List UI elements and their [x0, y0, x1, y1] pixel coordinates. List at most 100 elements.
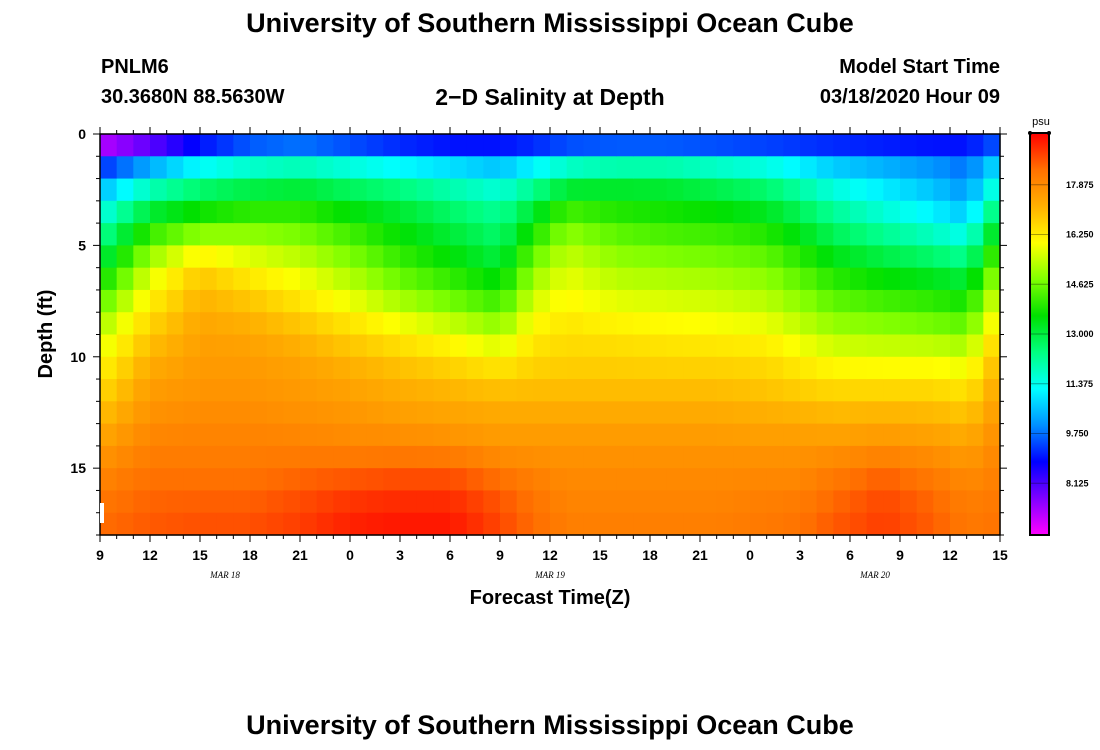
heatmap-cell: [166, 468, 184, 492]
heatmap-cell: [916, 490, 934, 514]
heatmap-cell: [300, 379, 318, 402]
heatmap-cell: [633, 223, 651, 246]
heatmap-cell: [783, 156, 801, 180]
heatmap-cell: [333, 134, 351, 157]
heatmap-cell: [250, 512, 268, 536]
heatmap-cell: [316, 468, 334, 492]
heatmap-cell: [183, 223, 201, 246]
heatmap-cell: [333, 512, 351, 536]
heatmap-cell: [150, 423, 168, 447]
heatmap-cell: [100, 512, 118, 536]
heatmap-cell: [283, 223, 301, 246]
heatmap-cell: [283, 156, 301, 180]
heatmap-cell: [683, 379, 701, 402]
heatmap-cell: [833, 289, 851, 313]
heatmap-cell: [783, 334, 801, 358]
heatmap-cell: [266, 178, 284, 202]
heatmap-cell: [966, 178, 984, 202]
heatmap-cell: [516, 423, 534, 447]
heatmap-cell: [550, 334, 568, 358]
heatmap-cell: [300, 312, 318, 336]
heatmap-cell: [700, 156, 718, 180]
heatmap-cell: [416, 334, 434, 358]
heatmap-cell: [383, 200, 401, 224]
heatmap-cell: [550, 356, 568, 380]
heatmap-cell: [450, 134, 468, 157]
heatmap-cell: [933, 490, 951, 514]
heatmap-cell: [933, 312, 951, 336]
heatmap-cell: [200, 245, 218, 269]
heatmap-cell: [150, 490, 168, 514]
y-tick-label: 5: [78, 237, 86, 253]
heatmap-cell: [766, 267, 784, 291]
heatmap-cell: [166, 401, 184, 425]
heatmap-cell: [233, 445, 251, 469]
date-label: MAR 18: [209, 570, 240, 580]
heatmap-cell: [950, 379, 968, 402]
heatmap-cell: [600, 178, 618, 202]
heatmap-cell: [900, 312, 918, 336]
heatmap-cell: [383, 423, 401, 447]
heatmap-cell: [883, 401, 901, 425]
heatmap-cell: [233, 379, 251, 402]
heatmap-cell: [850, 490, 868, 514]
heatmap-cell: [383, 156, 401, 180]
heatmap-cell: [733, 512, 751, 536]
heatmap-cell: [216, 178, 234, 202]
heatmap-cell: [683, 512, 701, 536]
heatmap-cell: [483, 468, 501, 492]
heatmap-cell: [916, 445, 934, 469]
heatmap-cell: [716, 156, 734, 180]
x-tick-label: 21: [692, 547, 708, 563]
heatmap-cell: [633, 356, 651, 380]
heatmap-cell: [250, 289, 268, 313]
heatmap-cell: [200, 134, 218, 157]
heatmap-cell: [433, 468, 451, 492]
heatmap-cell: [750, 134, 768, 157]
heatmap-cell: [366, 379, 384, 402]
heatmap-cell: [516, 178, 534, 202]
heatmap-cell: [333, 289, 351, 313]
x-tick-label: 12: [142, 547, 158, 563]
heatmap-cell: [783, 356, 801, 380]
x-tick-label: 12: [542, 547, 558, 563]
heatmap-cell: [266, 468, 284, 492]
heatmap-cell: [883, 490, 901, 514]
heatmap-cell: [516, 490, 534, 514]
heatmap-cell: [700, 512, 718, 536]
heatmap-cell: [183, 490, 201, 514]
heatmap-cell: [566, 267, 584, 291]
heatmap-cell: [233, 423, 251, 447]
heatmap-cell: [666, 245, 684, 269]
heatmap-cell: [233, 490, 251, 514]
heatmap-cell: [550, 223, 568, 246]
heatmap-cell: [533, 512, 551, 536]
heatmap-cell: [150, 379, 168, 402]
heatmap-cell: [416, 512, 434, 536]
heatmap-cell: [116, 178, 134, 202]
heatmap-cell: [450, 468, 468, 492]
heatmap-cell: [600, 445, 618, 469]
heatmap-cell: [216, 223, 234, 246]
heatmap-cell: [133, 223, 151, 246]
heatmap-cell: [966, 379, 984, 402]
heatmap-cell: [900, 156, 918, 180]
heatmap-cell: [266, 490, 284, 514]
heatmap-cell: [450, 245, 468, 269]
heatmap-cell: [516, 312, 534, 336]
heatmap-cell: [366, 401, 384, 425]
heatmap-cell: [616, 512, 634, 536]
heatmap-cell: [633, 401, 651, 425]
heatmap-cell: [983, 356, 1001, 380]
heatmap-cell: [416, 468, 434, 492]
heatmap-cell: [216, 401, 234, 425]
heatmap-cell: [533, 356, 551, 380]
heatmap-cell: [550, 178, 568, 202]
heatmap-cell: [566, 445, 584, 469]
heatmap-cell: [783, 379, 801, 402]
heatmap-cell: [583, 223, 601, 246]
y-axis-title: Depth (ft): [35, 290, 57, 379]
heatmap-cell: [283, 490, 301, 514]
heatmap-cell: [400, 445, 418, 469]
heatmap-cell: [766, 312, 784, 336]
